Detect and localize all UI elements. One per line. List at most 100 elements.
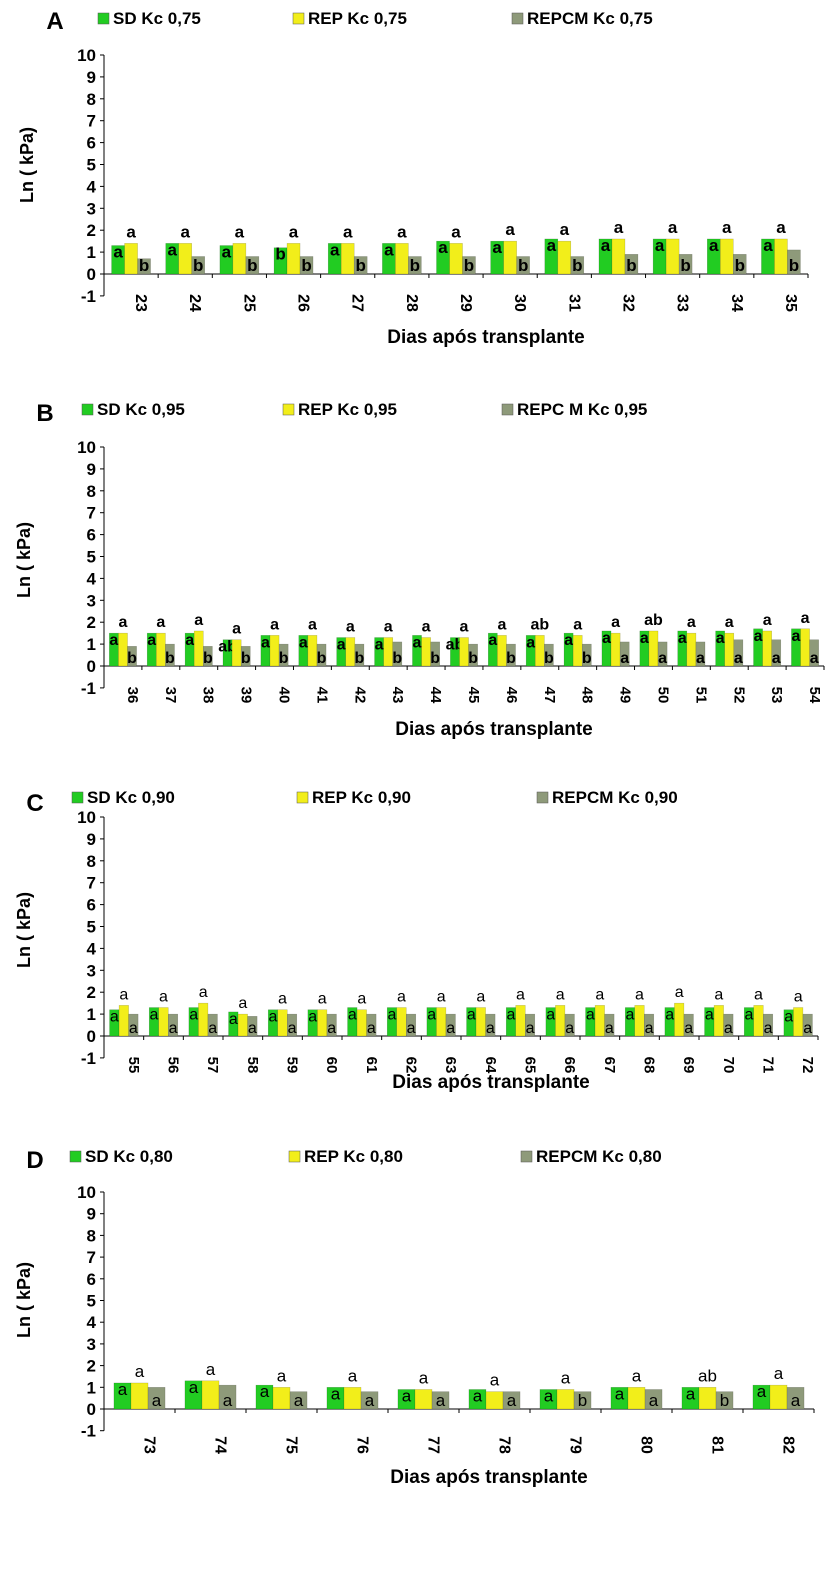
panel-d-letter-74-series-3: a	[223, 1391, 233, 1410]
panel-d-letter-76-series-2: a	[348, 1366, 358, 1385]
panel-d-y-tick-label: 10	[77, 1183, 96, 1202]
panel-b-letter-46-series-3: b	[506, 650, 516, 667]
panel-c-letter-72-series-3: a	[803, 1020, 812, 1037]
panel-b-y-tick-label: 0	[87, 657, 96, 676]
panel-b-bar-54-series-2	[800, 628, 810, 667]
panel-c-y-tick-label: 0	[87, 1027, 96, 1046]
panel-b-letter-41-series-2: a	[308, 616, 317, 633]
panel-a-x-tick-label: 35	[782, 294, 799, 312]
panel-c-bar-70-series-2	[713, 1005, 724, 1037]
panel-a-letter-32-series-3: b	[626, 256, 636, 275]
panel-b-legend-swatch-3	[501, 403, 514, 416]
panel-c-letter-58-series-2: a	[238, 995, 247, 1012]
panel-a-bar-29-series-3	[462, 256, 476, 275]
panel-a-bar-33-series-3	[678, 254, 693, 275]
panel-c-bar-63-series-3	[445, 1013, 456, 1037]
panel-b-letter-37-series-2: a	[156, 614, 165, 631]
panel-a-letter-26-series-1: b	[275, 245, 285, 264]
panel-b-bar-46-series-3	[506, 643, 516, 667]
panel-b-letter-44-series-2: a	[422, 619, 431, 636]
panel-d-y-tick-label: 9	[87, 1205, 96, 1224]
panel-a-x-tick-label: 31	[565, 294, 582, 312]
panel-a-y-tick-label: 10	[77, 46, 96, 65]
panel-c-bar-61-series-3	[366, 1013, 377, 1037]
panel-c-bar-71-series-3	[763, 1013, 774, 1037]
panel-b-letter-37-series-1: a	[147, 632, 156, 649]
panel-b-x-tick-label: 48	[579, 687, 596, 704]
panel-b-bar-39-series-3	[240, 646, 251, 667]
panel-a-letter-31-series-1: a	[547, 236, 557, 255]
panel-c-letter-62-series-2: a	[397, 989, 406, 1006]
panel-c-bar-57-series-2	[198, 1002, 209, 1037]
panel-c-bar-60-series-1	[307, 1009, 318, 1037]
panel-a-legend-swatch-1	[97, 12, 110, 25]
panel-a-x-tick-label: 29	[457, 294, 474, 312]
panel-b-y-tick-label: 9	[87, 460, 96, 479]
panel-b-x-tick-label: 41	[313, 687, 330, 704]
panel-c-letter-59-series-2: a	[278, 991, 287, 1008]
panel-b-letter-47-series-1: a	[526, 634, 535, 651]
panel-b-bar-46-series-2	[497, 635, 507, 667]
panel-d-y-tick-label: 8	[87, 1226, 96, 1245]
panel-d-bar-82-series-2	[769, 1384, 788, 1410]
panel-a-bar-32-series-2	[611, 238, 626, 275]
panel-b-x-tick-label: 53	[768, 687, 785, 704]
panel-c-y-tick-label: 6	[87, 896, 96, 915]
panel-c-x-tick-label: 60	[323, 1057, 340, 1074]
panel-b-letter-43-series-3: b	[392, 650, 402, 667]
panel-b-bar-41-series-2	[307, 635, 318, 667]
panel-b-bar-50-series-2	[648, 630, 659, 667]
panel-c-legend-swatch-2	[296, 791, 309, 804]
panel-c-letter-57-series-2: a	[199, 984, 208, 1001]
panel-c-bar-62-series-2	[396, 1007, 407, 1037]
panel-b-x-tick-label: 51	[692, 687, 709, 704]
panel-b-letter-50-series-1: a	[640, 630, 649, 647]
panel-d-letter-81-series-1: a	[686, 1384, 696, 1403]
panel-a-bar-30-series-3	[516, 256, 530, 275]
panel-c-bar-65-series-3	[525, 1013, 536, 1037]
panel-d-x-tick-label: 74	[212, 1436, 229, 1454]
panel-d-bar-79-series-2	[556, 1389, 575, 1410]
panel-a-y-tick-label: 9	[87, 68, 96, 87]
panel-d-x-tick-label: 80	[638, 1436, 655, 1454]
panel-b-bar-45-series-1	[450, 637, 460, 667]
panel-b-bar-46-series-1	[488, 632, 498, 667]
panel-b-letter-45-series-2: a	[460, 619, 469, 636]
panel-d-bar-76-series-3	[360, 1391, 379, 1410]
panel-b-letter-39-series-2: a	[232, 621, 241, 638]
panel-b-bar-37-series-2	[156, 632, 166, 667]
panel-a-letter-32-series-2: a	[614, 218, 624, 237]
panel-b-bar-37-series-3	[165, 643, 175, 667]
panel-d-legend-label-2: REP Kc 0,80	[304, 1147, 403, 1166]
panel-c-letter-69-series-2: a	[675, 984, 684, 1001]
panel-b-letter-38-series-3: b	[203, 650, 213, 667]
panel-d-letter-82-series-1: a	[757, 1382, 767, 1401]
panel-a-y-tick-label: 0	[87, 265, 96, 284]
panel-b-x-tick-label: 44	[427, 687, 444, 704]
panel-a-letter-28-series-3: b	[410, 256, 420, 275]
panel-a-letter-34-series-1: a	[709, 236, 719, 255]
panel-d-letter-78-series-1: a	[473, 1386, 483, 1405]
panel-a-letter-31-series-2: a	[560, 220, 570, 239]
panel-a-legend-swatch-3	[511, 12, 524, 25]
panel-a-bar-30-series-1	[490, 240, 504, 275]
panel-c-letter-58-series-1: a	[229, 1011, 238, 1028]
panel-d-letter-82-series-2: a	[774, 1364, 784, 1383]
panel-b-bar-43-series-2	[383, 637, 394, 667]
panel-b-y-tick-label: 3	[87, 591, 96, 610]
panel-b-letter-53-series-2: a	[763, 612, 772, 629]
panel-a-bar-30-series-2	[503, 240, 517, 275]
panel-b-bar-45-series-3	[468, 643, 478, 667]
panel-a-letter-23-series-3: b	[139, 256, 149, 275]
panel-d-letter-73-series-3: a	[152, 1391, 162, 1410]
panel-b-y-tick-label: 2	[87, 613, 96, 632]
panel-c-letter-55-series-3: a	[129, 1020, 138, 1037]
panel-d-bar-75-series-3	[289, 1391, 308, 1410]
panel-c-label: C	[26, 790, 43, 817]
panel-c-letter-60-series-1: a	[308, 1009, 317, 1026]
panel-b-bar-51-series-3	[695, 641, 706, 667]
panel-c-letter-64-series-2: a	[476, 989, 485, 1006]
panel-c-letter-65-series-1: a	[507, 1007, 516, 1024]
panel-b-x-tick-label: 52	[730, 687, 747, 704]
